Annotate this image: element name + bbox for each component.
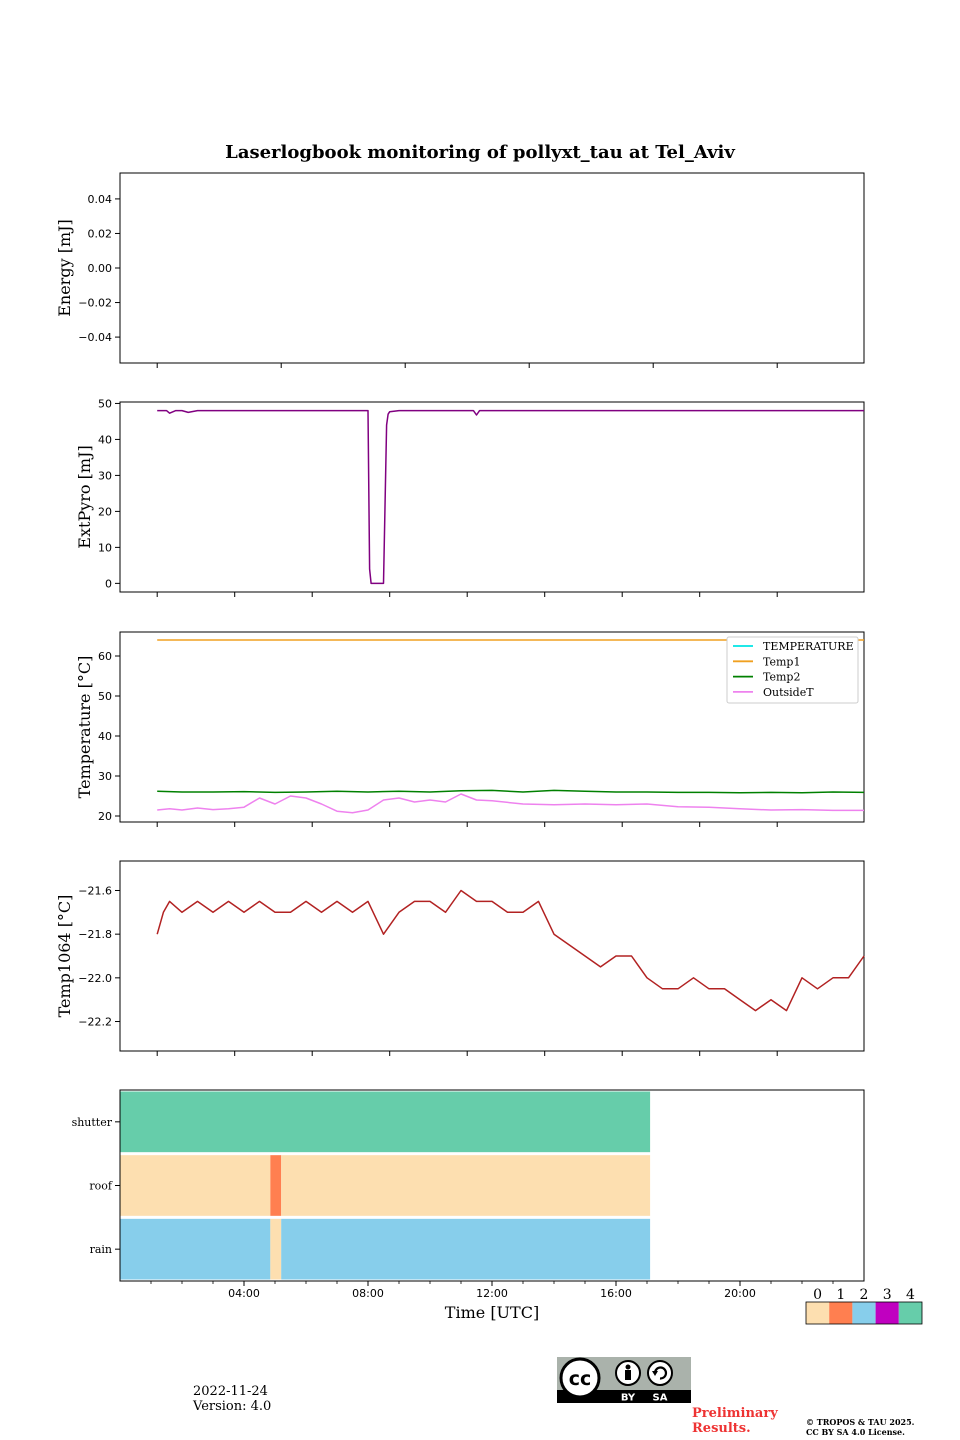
y-tick-label: 20 [98,505,112,518]
panel-temperature: 20 30 40 50 60 Temperature [°C] TEMPERATURE Tem… [75,631,865,827]
y-tick-label: 30 [98,469,112,482]
chart-title: Laserlogbook monitoring of pollyxt_tau a… [225,142,735,163]
axes-frame [119,860,865,1052]
footer-version: Version: 4.0 [193,1399,272,1414]
by-icon [615,1360,641,1386]
y-tick-label: 20 [98,810,112,823]
preliminary-note: Preliminary Results. [692,1406,778,1436]
colorbar-cell-0 [806,1302,830,1324]
colorbar-tick-label: 2 [860,1287,869,1303]
y-tick-label: 0 [105,577,112,590]
y-tick-label: 60 [98,650,112,663]
colorbar-cell-4 [898,1302,922,1324]
preliminary-line2: Results. [692,1421,751,1436]
status-cell-rain-1 [270,1218,282,1280]
y-tick-label: −21.8 [78,928,112,941]
y-tick-label: 0.02 [88,227,113,240]
y-tick-label: −0.02 [78,297,112,310]
copyright-note: © TROPOS & TAU 2025. CC BY SA 4.0 Licens… [806,1417,914,1437]
y-tick-label: 0.04 [88,193,113,206]
license-sa-text: SA [653,1393,668,1404]
colorbar-tick-label: 3 [883,1287,892,1303]
axes-frame [119,401,865,593]
legend-label-outsidet: OutsideT [763,686,814,699]
y-tick-label: 30 [98,770,112,783]
legend-box [726,636,859,704]
panel-temp1064: −22.2 −22.0 −21.8 −21.6 Temp1064 [°C] [55,860,865,1056]
preliminary-line1: Preliminary [692,1406,778,1421]
y-tick-label: −0.04 [78,331,112,344]
y-tick-label: 10 [98,541,112,554]
y-axis-label: ExtPyro [mJ] [75,445,94,548]
y-axis-label: Energy [mJ] [55,219,74,317]
colorbar-tick-label: 4 [906,1287,915,1303]
y-tick-label: 50 [98,690,112,703]
y-axis-label: Temperature [°C] [75,656,94,799]
legend-label-temp1: Temp1 [763,655,800,668]
status-cell-roof-1 [270,1155,282,1216]
legend-label-temp2: Temp2 [763,671,800,684]
series-line-temp2 [157,789,865,794]
y-tick-label: 40 [98,730,112,743]
status-cell-rain-0 [120,1218,271,1280]
x-tick-label: 12:00 [476,1287,508,1300]
panel-energy: −0.04 −0.02 0.00 0.02 0.04 Energy [mJ] [55,172,865,368]
panel-extpyro: 0 10 20 30 40 50 ExtPyro [mJ] [75,397,865,597]
colorbar-cell-2 [852,1302,876,1324]
colorbar-cell-3 [875,1302,899,1324]
axes-frame [119,172,865,364]
x-tick-label: 08:00 [352,1287,384,1300]
axes-frame [119,631,865,823]
x-tick-label: 20:00 [724,1287,756,1300]
cc-icon: cc [559,1357,601,1399]
series-line-outsidet [157,793,864,814]
colorbar-frame [805,1301,923,1325]
y-tick-label: −22.2 [78,1016,112,1029]
license-by-text: BY [621,1393,636,1404]
x-tick-label: 16:00 [600,1287,632,1300]
category-label-shutter: shutter [72,1116,113,1129]
status-cell-roof-0 [120,1155,271,1216]
status-cell-shutter-0 [120,1091,651,1153]
legend-label-temperature: TEMPERATURE [763,640,854,653]
y-tick-label: 50 [98,397,112,410]
status-cell-roof-2 [281,1155,651,1216]
y-tick-label: 0.00 [88,262,113,275]
y-axis-label: Temp1064 [°C] [55,895,74,1018]
category-label-roof: roof [89,1180,113,1193]
x-tick-label: 04:00 [228,1287,260,1300]
category-label-rain: rain [90,1243,112,1256]
footer-date: 2022-11-24 [193,1384,268,1399]
colorbar-cell-1 [829,1302,853,1324]
series-line-temp1064-0 [156,889,865,1012]
x-axis-label: Time [UTC] [445,1303,539,1322]
colorbar-tick-label: 1 [836,1287,845,1303]
copyright-line2: CC BY SA 4.0 License. [806,1427,905,1437]
y-tick-label: −21.6 [78,884,112,897]
panel-status: shutter roof rain 04:00 08:00 12:00 16:00 20:00 [72,1089,865,1300]
colorbar-tick-label: 0 [813,1287,822,1303]
y-tick-label: −22.0 [78,972,112,985]
series-line-extpyro-0 [157,409,864,585]
y-tick-label: 40 [98,433,112,446]
status-cell-rain-2 [281,1218,651,1280]
sa-icon [647,1360,673,1386]
svg-text:cc: cc [569,1368,592,1390]
copyright-line1: © TROPOS & TAU 2025. [806,1417,915,1427]
license-badge: cc BY SA [557,1357,691,1404]
